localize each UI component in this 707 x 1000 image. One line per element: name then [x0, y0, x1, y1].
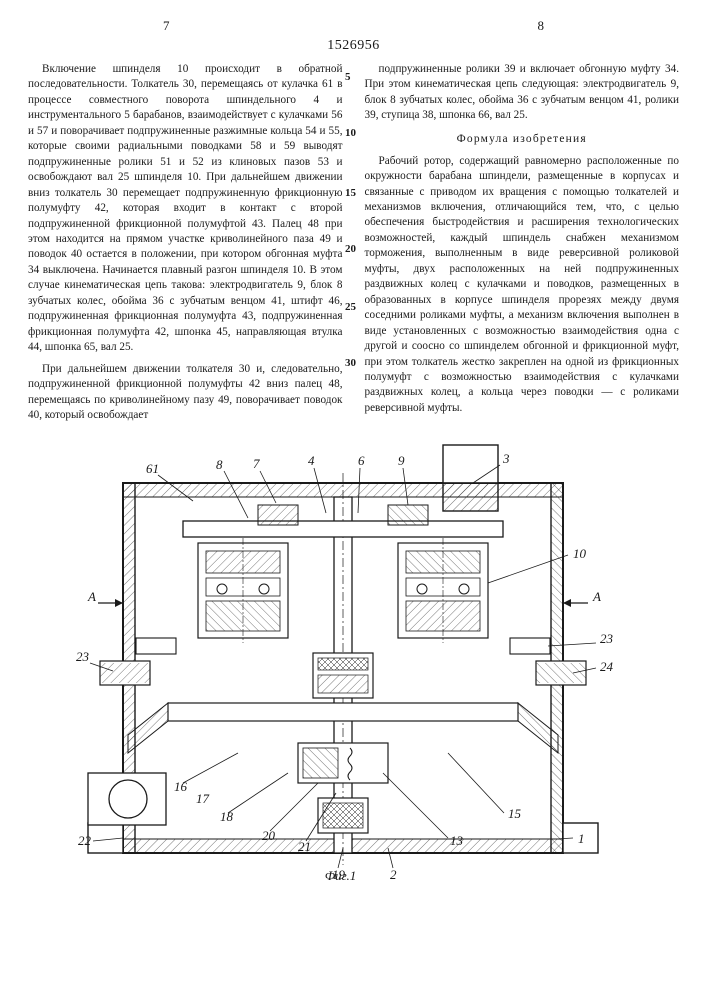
svg-text:21: 21 — [298, 839, 311, 854]
svg-text:13: 13 — [450, 833, 464, 848]
svg-text:61: 61 — [146, 461, 159, 476]
svg-text:A: A — [592, 589, 601, 604]
line-num: 5 — [345, 72, 351, 83]
svg-text:22: 22 — [78, 833, 92, 848]
svg-text:10: 10 — [573, 546, 587, 561]
svg-text:4: 4 — [308, 453, 315, 468]
svg-text:6: 6 — [358, 453, 365, 468]
line-num: 30 — [345, 358, 356, 369]
page-number-left: 7 — [163, 18, 170, 34]
svg-text:8: 8 — [216, 457, 223, 472]
doc-number: 1526956 — [28, 38, 679, 54]
paragraph: подпружиненные ролики 39 и включает обго… — [365, 62, 680, 124]
svg-text:23: 23 — [76, 649, 90, 664]
page-number-right: 8 — [538, 18, 545, 34]
left-column: Включение шпинделя 10 происходит в обрат… — [28, 62, 343, 429]
paragraph: Рабочий ротор, содержащий равномерно рас… — [365, 154, 680, 417]
line-num: 25 — [345, 302, 356, 313]
svg-text:18: 18 — [220, 809, 234, 824]
svg-text:A: A — [87, 589, 96, 604]
figure-caption: Фиг.1 — [325, 868, 357, 884]
svg-text:16: 16 — [174, 779, 188, 794]
right-column: подпружиненные ролики 39 и включает обго… — [365, 62, 680, 429]
svg-text:23: 23 — [600, 631, 614, 646]
line-num: 15 — [345, 188, 356, 199]
svg-text:1: 1 — [578, 831, 585, 846]
svg-text:17: 17 — [196, 791, 210, 806]
line-num: 10 — [345, 128, 356, 139]
line-num: 20 — [345, 244, 356, 255]
claims-heading: Формула изобретения — [365, 132, 680, 148]
svg-text:15: 15 — [508, 806, 522, 821]
svg-text:20: 20 — [262, 828, 276, 843]
svg-text:3: 3 — [502, 451, 510, 466]
paragraph: При дальнейшем движении толкателя 30 и, … — [28, 362, 343, 424]
svg-text:24: 24 — [600, 659, 614, 674]
figure-1: 61 7 4 6 9 3 10 A A 23 24 23 16 17 18 20… — [28, 443, 673, 888]
paragraph: Включение шпинделя 10 происходит в обрат… — [28, 62, 343, 356]
svg-text:7: 7 — [253, 456, 260, 471]
svg-text:2: 2 — [390, 867, 397, 882]
svg-text:9: 9 — [398, 453, 405, 468]
